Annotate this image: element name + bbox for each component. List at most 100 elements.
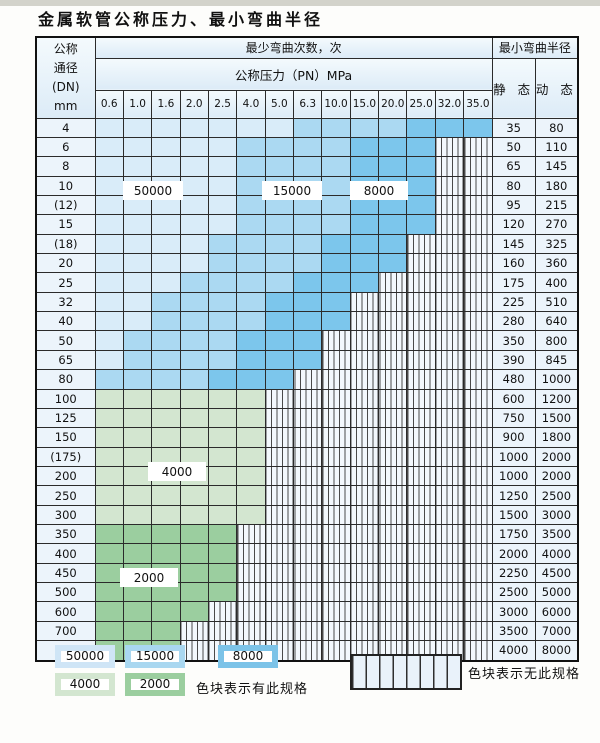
cycles-cell	[321, 272, 351, 293]
table-row: 32 225 510	[35, 291, 579, 313]
no-spec-cell	[378, 562, 408, 584]
dn-cell: 20	[35, 253, 96, 274]
no-spec-cell	[264, 601, 295, 622]
cycles-cell	[179, 117, 209, 138]
cycles-cell	[321, 233, 351, 255]
cycles-cell	[349, 272, 380, 293]
cycles-cell	[151, 291, 181, 313]
dn-cell: 6	[35, 136, 96, 158]
cycles-cell	[122, 427, 153, 448]
cycles-cell	[293, 330, 323, 351]
cycles-cell	[321, 311, 351, 332]
no-spec-cell	[264, 485, 295, 506]
dynamic-radius-cell: 5000	[534, 582, 579, 603]
no-spec-cell	[378, 485, 408, 506]
no-spec-cell	[264, 524, 295, 545]
static-radius-cell: 280	[491, 311, 536, 332]
no-spec-cell	[349, 562, 380, 584]
table-row: (175) 1000 2000	[35, 446, 579, 467]
cycles-cell	[151, 601, 181, 622]
no-spec-cell	[349, 524, 380, 545]
no-spec-cell	[349, 330, 380, 351]
cycles-cell	[151, 485, 181, 506]
table-row: 80 480 1000	[35, 369, 579, 390]
cycles-cell	[122, 214, 153, 235]
cycles-cell	[94, 620, 124, 642]
static-radius-cell: 390	[491, 349, 536, 371]
cycles-cell	[94, 446, 124, 467]
cycles-cell	[207, 485, 238, 506]
no-spec-cell	[463, 272, 493, 293]
no-spec-cell	[179, 620, 209, 642]
no-spec-cell	[434, 524, 465, 545]
no-spec-cell	[293, 601, 323, 622]
cycles-header: 最少弯曲次数，次	[94, 36, 493, 59]
cycles-cell	[236, 446, 266, 467]
cycles-cell	[378, 156, 408, 177]
no-spec-cell	[378, 465, 408, 487]
legend-swatch-label: 8000	[232, 649, 264, 663]
no-spec-cell	[264, 446, 295, 467]
no-spec-cell	[321, 388, 351, 409]
no-spec-cell	[434, 349, 465, 371]
cycles-cell	[236, 194, 266, 216]
cycles-cell	[122, 369, 153, 390]
cycle-count-label: 4000	[148, 462, 206, 481]
cycles-cell	[434, 117, 465, 138]
cycles-cell	[94, 136, 124, 158]
no-spec-cell	[321, 543, 351, 564]
table-row: 250 1250 2500	[35, 485, 579, 506]
cycles-cell	[207, 156, 238, 177]
cycles-cell	[264, 272, 295, 293]
no-spec-cell	[264, 562, 295, 584]
cycles-cell	[293, 194, 323, 216]
table-row: 450 2250 4500	[35, 562, 579, 584]
no-spec-hatch-swatch	[350, 654, 462, 690]
cycles-cell	[378, 233, 408, 255]
dynamic-radius-cell: 2500	[534, 485, 579, 506]
no-spec-cell	[378, 311, 408, 332]
no-spec-cell	[434, 272, 465, 293]
cycles-cell	[264, 311, 295, 332]
dn-cell: (12)	[35, 194, 96, 216]
cycle-count-label: 2000	[120, 568, 178, 587]
dn-cell: 350	[35, 524, 96, 545]
no-spec-cell	[463, 562, 493, 584]
cycles-cell	[151, 388, 181, 409]
no-spec-cell	[463, 330, 493, 351]
cycles-cell	[236, 253, 266, 274]
cycles-cell	[378, 117, 408, 138]
cycles-cell	[179, 272, 209, 293]
dn-cell: 450	[35, 562, 96, 584]
dn-cell: 40	[35, 311, 96, 332]
no-spec-cell	[434, 330, 465, 351]
legend-swatch: 8000	[218, 645, 278, 668]
cycles-cell	[207, 524, 238, 545]
cycles-cell	[236, 330, 266, 351]
cycles-cell	[264, 136, 295, 158]
cycles-cell	[122, 233, 153, 255]
radius-header: 最小弯曲半径	[491, 36, 579, 59]
cycles-cell	[293, 136, 323, 158]
no-spec-cell	[349, 311, 380, 332]
dynamic-radius-cell: 270	[534, 214, 579, 235]
no-spec-cell	[434, 136, 465, 158]
no-spec-cell	[406, 388, 436, 409]
cycles-cell	[236, 349, 266, 371]
cycles-cell	[179, 504, 209, 526]
no-spec-cell	[207, 601, 238, 622]
static-radius-cell: 900	[491, 427, 536, 448]
has-spec-legend-text: 色块表示有此规格	[196, 682, 309, 697]
cycles-cell	[151, 311, 181, 332]
no-spec-cell	[293, 427, 323, 448]
no-spec-cell	[434, 485, 465, 506]
no-spec-cell	[463, 446, 493, 467]
no-spec-cell	[434, 369, 465, 390]
dynamic-radius-cell: 845	[534, 349, 579, 371]
static-radius-cell: 1000	[491, 465, 536, 487]
cycles-cell	[151, 253, 181, 274]
no-spec-cell	[378, 504, 408, 526]
static-radius-cell: 65	[491, 156, 536, 177]
pressure-values-row: 0.6 1.0 1.6 2.0 2.5 4.0 5.0 6.3 10.0 15.0 20.0 25.0…	[36, 89, 578, 119]
cycles-cell	[293, 117, 323, 138]
